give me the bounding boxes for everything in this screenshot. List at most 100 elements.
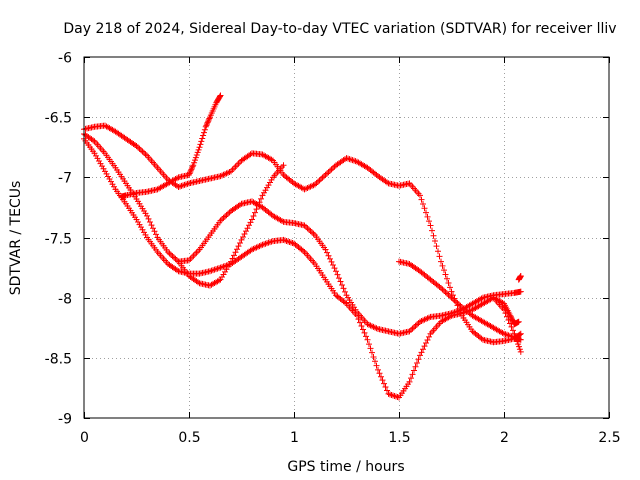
data-point: [304, 225, 311, 232]
data-point: [409, 371, 416, 378]
data-point: [153, 231, 159, 238]
data-point: [324, 170, 330, 177]
data-point: [334, 271, 341, 278]
data-point: [186, 257, 192, 264]
y-tick-label: -7.5: [45, 232, 72, 248]
x-tick-label: 2.5: [598, 430, 620, 446]
y-tick-label: -8: [58, 292, 72, 308]
data-point: [246, 222, 252, 229]
data-point: [169, 253, 176, 260]
data-point: [453, 298, 459, 305]
data-point: [229, 255, 236, 262]
data-point: [430, 232, 437, 239]
data-point: [258, 195, 264, 202]
series-5: [175, 162, 287, 289]
data-point: [360, 326, 366, 333]
data-point: [139, 148, 146, 155]
data-point: [409, 325, 416, 332]
data-point: [166, 250, 173, 257]
y-axis-label: SDTVAR / TECUs: [8, 181, 24, 296]
data-point: [148, 222, 155, 229]
data-point: [325, 169, 332, 176]
data-point: [282, 237, 288, 244]
data-point: [429, 227, 435, 234]
data-point: [333, 268, 339, 275]
data-point: [193, 249, 200, 256]
x-tick-label: 0.5: [178, 430, 200, 446]
x-axis-label: GPS time / hours: [287, 459, 404, 475]
data-point: [307, 227, 314, 234]
data-point: [204, 121, 210, 128]
data-point: [189, 163, 196, 170]
grid-lines: [84, 57, 609, 418]
data-point: [517, 288, 524, 295]
data-point: [205, 118, 212, 125]
data-point: [237, 240, 243, 247]
data-point: [438, 258, 444, 265]
data-point: [381, 380, 387, 387]
data-point: [211, 266, 218, 273]
data-point: [234, 162, 240, 169]
data-point: [390, 392, 396, 399]
data-point: [447, 284, 453, 291]
data-point: [197, 141, 204, 148]
data-point: [208, 267, 215, 274]
data-point: [190, 162, 197, 169]
data-point: [441, 287, 447, 294]
data-point: [391, 392, 398, 399]
x-tick-label: 0: [80, 430, 89, 446]
data-point: [330, 165, 336, 172]
data-point: [442, 271, 449, 278]
data-point: [427, 222, 434, 229]
data-point: [348, 156, 354, 163]
data-point: [441, 267, 447, 274]
data-point: [316, 177, 323, 184]
data-point: [232, 249, 239, 256]
data-point: [247, 219, 254, 226]
data-point: [517, 336, 524, 343]
data-point: [142, 151, 149, 158]
data-point: [201, 129, 207, 136]
data-point: [214, 265, 221, 272]
data-point: [382, 384, 389, 391]
data-point: [255, 202, 261, 209]
data-point: [217, 92, 224, 99]
data-point: [412, 363, 419, 370]
data-point: [435, 248, 441, 255]
data-point: [376, 370, 383, 377]
data-point: [286, 238, 293, 245]
data-point: [321, 173, 327, 180]
data-point: [150, 225, 156, 232]
data-point: [375, 366, 381, 373]
data-point: [420, 200, 426, 207]
data-point: [241, 231, 248, 238]
data-point: [408, 375, 414, 382]
series-6: [396, 258, 524, 343]
series-3: [81, 135, 524, 401]
data-point: [267, 239, 273, 246]
data-point: [203, 122, 210, 129]
data-point: [515, 318, 522, 325]
data-point: [138, 147, 144, 154]
data-point: [193, 151, 200, 158]
data-point: [200, 132, 207, 139]
data-point: [195, 146, 202, 153]
data-point: [373, 362, 380, 369]
data-point: [196, 144, 203, 151]
data-point: [238, 236, 245, 243]
data-point: [331, 265, 338, 272]
data-point: [433, 243, 440, 250]
y-tick-labels: -9 -8.5 -8 -7.5 -7 -6.5 -6: [45, 51, 72, 428]
data-point: [265, 239, 272, 246]
data-point: [342, 288, 348, 295]
data-point: [189, 254, 195, 261]
data-point: [207, 268, 213, 275]
data-point: [510, 327, 516, 334]
x-tick-label: 2: [500, 430, 509, 446]
data-point: [370, 353, 377, 360]
data-point: [204, 119, 211, 126]
data-point: [505, 332, 512, 339]
data-point: [244, 225, 251, 232]
data-point: [418, 196, 425, 203]
data-point: [219, 216, 225, 223]
